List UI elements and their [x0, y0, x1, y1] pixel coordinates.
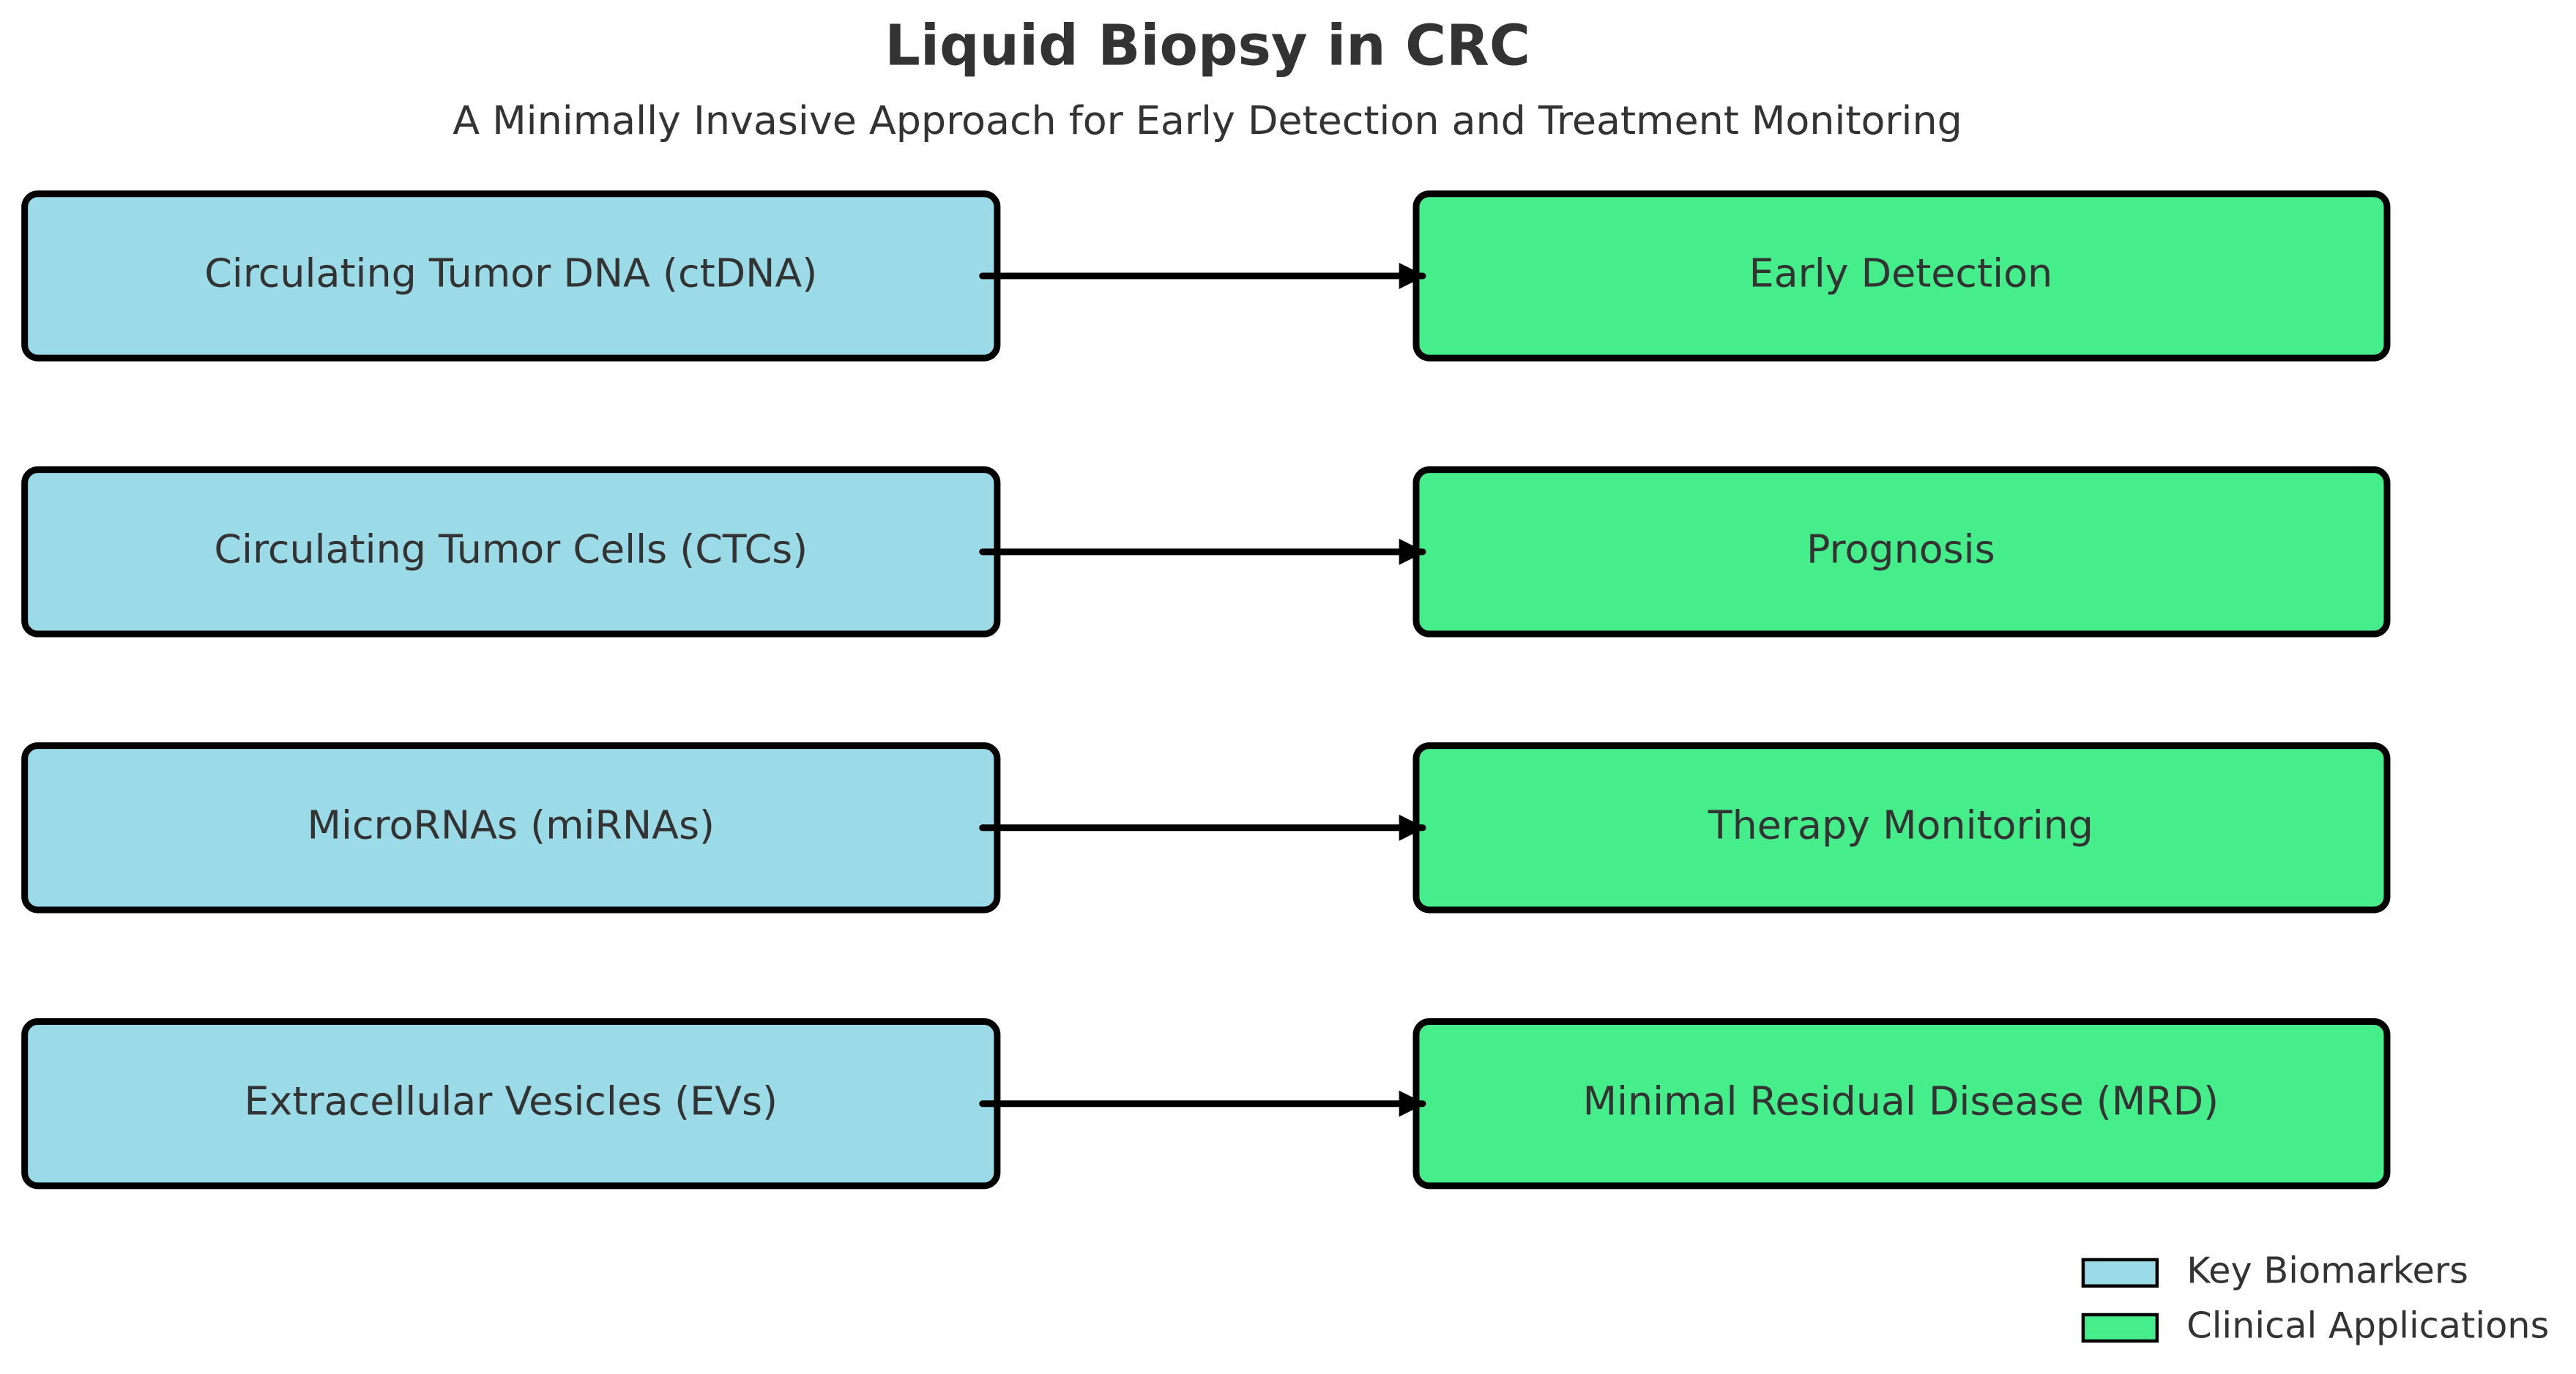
- title: Liquid Biopsy in CRC: [885, 12, 1530, 78]
- biomarker-label: Extracellular Vesicles (EVs): [245, 1078, 778, 1124]
- subtitle: A Minimally Invasive Approach for Early …: [453, 97, 1962, 143]
- application-label: Minimal Residual Disease (MRD): [1583, 1078, 2219, 1124]
- biomarker-label: Circulating Tumor Cells (CTCs): [214, 526, 808, 572]
- application-label: Prognosis: [1806, 526, 1995, 572]
- legend-swatch: [2081, 1313, 2159, 1343]
- legend-label: Key Biomarkers: [2186, 1249, 2468, 1291]
- biomarker-label: Circulating Tumor DNA (ctDNA): [204, 250, 817, 296]
- legend-label: Clinical Applications: [2186, 1304, 2549, 1346]
- biomarker-label: MicroRNAs (miRNAs): [308, 802, 715, 848]
- application-label: Therapy Monitoring: [1708, 802, 2093, 848]
- application-label: Early Detection: [1749, 250, 2053, 296]
- legend-swatch: [2081, 1258, 2159, 1288]
